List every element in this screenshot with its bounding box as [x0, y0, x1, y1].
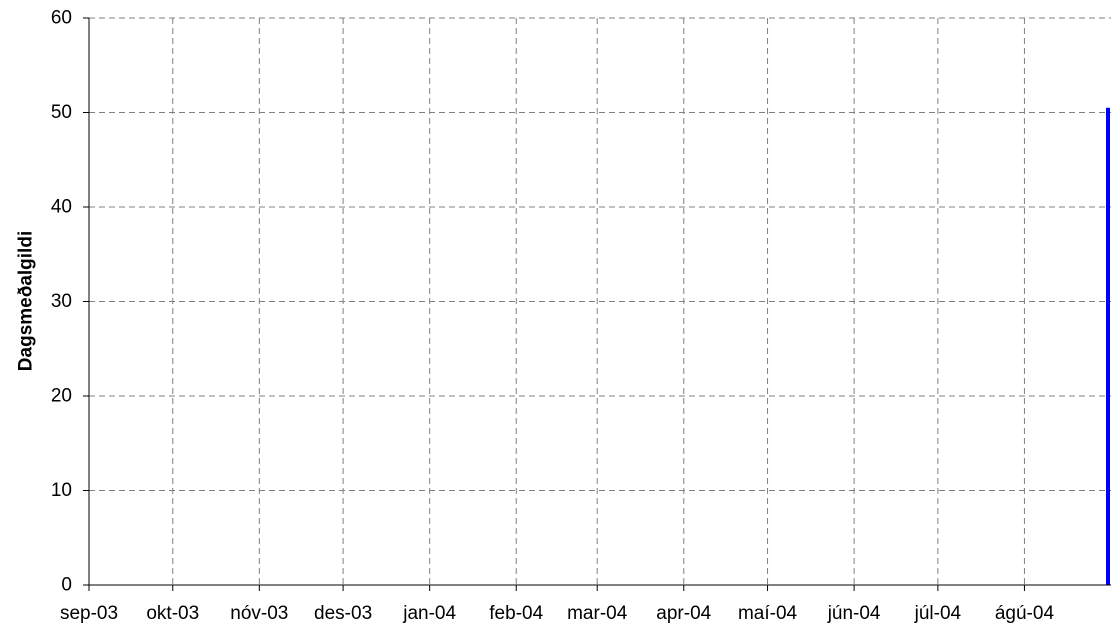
x-tick-label: sep-03	[60, 603, 118, 624]
y-axis-title: Dagsmeðalgildi	[16, 231, 37, 371]
y-tick-label: 50	[51, 102, 72, 123]
x-tick-label: okt-03	[146, 603, 199, 624]
x-tick-label: mar-04	[567, 603, 628, 624]
y-tick-label: 20	[51, 386, 72, 407]
x-tick-label: maí-04	[738, 603, 798, 624]
x-tick-labels: sep-03 okt-03 nóv-03 des-03 jan-04 feb-04 mar-…	[60, 603, 1055, 624]
axes	[83, 17, 1111, 591]
x-tick-label: ágú-04	[995, 603, 1055, 624]
x-tick-label: des-03	[314, 603, 372, 624]
y-tick-label: 30	[51, 291, 72, 312]
y-tick-label: 0	[61, 575, 72, 596]
y-tick-labels: 0 10 20 30 40 50 60	[51, 8, 72, 596]
y-tick-label: 60	[51, 8, 72, 29]
x-tick-label: feb-04	[489, 603, 543, 624]
y-tick-label: 10	[51, 480, 72, 501]
x-tick-label: nóv-03	[230, 603, 288, 624]
y-tick-label: 40	[51, 197, 72, 218]
x-tick-label: júl-04	[914, 603, 962, 624]
grid-lines	[89, 17, 1111, 585]
x-tick-label: apr-04	[656, 603, 711, 624]
x-tick-label: jan-04	[402, 603, 456, 624]
x-tick-label: jún-04	[827, 603, 881, 624]
